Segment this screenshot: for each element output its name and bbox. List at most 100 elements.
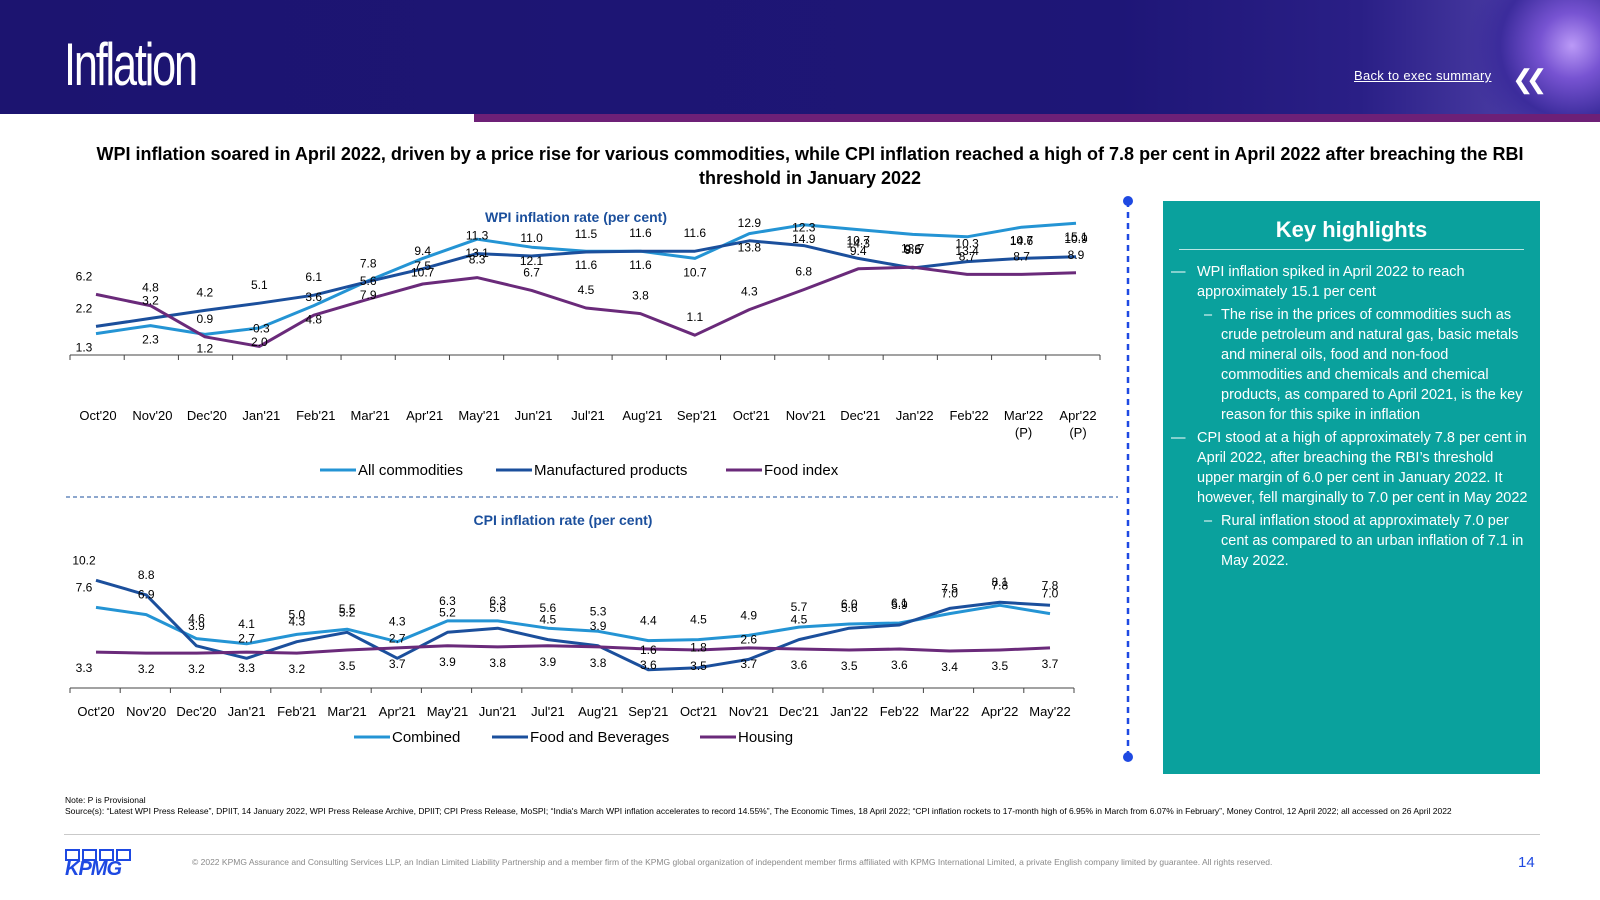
highlight-subtext: Rural inflation stood at approximately 7… [1221,513,1524,569]
data-label: 9.6 [904,242,921,256]
legend-label: Manufactured products [534,462,687,479]
data-label: 6.7 [523,265,540,279]
data-label: 6.1 [305,270,322,284]
data-label: 5.2 [339,605,356,619]
source-note: Note: P is Provisional Source(s): “Lates… [65,795,1525,817]
divider-dot [1123,752,1133,762]
back-to-summary-link[interactable]: Back to exec summary [1354,68,1492,83]
legend-label: Housing [738,729,793,746]
data-label: 3.6 [791,658,808,672]
tick-label: May'22 [1029,704,1071,719]
data-label: 5.6 [489,601,506,615]
tick-label: Feb'22 [880,704,919,719]
data-label: 3.7 [740,657,757,671]
data-label: 7.5 [414,259,431,273]
data-label: 8.1 [991,575,1008,589]
tick-label: Mar'22 [930,704,969,719]
series-line [95,644,1051,655]
data-label: 3.5 [339,659,356,673]
data-label: 7.6 [76,580,93,594]
data-label: 5.5 [339,602,356,616]
highlight-text: CPI stood at a high of approximately 7.8… [1197,430,1528,506]
data-label: 3.7 [1042,657,1059,671]
data-label: 8.7 [959,249,976,263]
data-label: 2.6 [740,632,757,646]
data-label: 4.3 [741,285,758,299]
tick-label: Jan'21 [228,704,266,719]
data-label: 3.8 [590,656,607,670]
highlight-item: — CPI stood at a high of approximately 7.… [1171,430,1528,506]
data-label: 5.3 [590,604,607,618]
tick-label: Jan'22 [896,408,934,423]
data-label: 11.0 [520,231,543,245]
data-label: 7.8 [1042,578,1059,592]
tick-label: Aug'21 [622,408,662,423]
data-label: 8.9 [1068,248,1085,262]
data-label: 11.6 [684,226,707,240]
tick-label: Feb'22 [949,408,988,423]
tick-label: Aug'21 [578,704,618,719]
data-label: 3.5 [991,659,1008,673]
data-label: 2.0 [251,335,268,349]
data-label: 5.7 [791,600,808,614]
data-label: 5.6 [540,601,557,615]
page-number: 14 [1518,854,1535,871]
data-label: 6.3 [439,594,456,608]
data-label: 5.2 [439,605,456,619]
data-label: 3.9 [590,619,607,633]
data-label: 7.8 [991,578,1008,592]
tick-label: Oct'21 [733,408,770,423]
data-label: 14.6 [1010,234,1034,248]
highlights-title: Key highlights [1275,217,1428,242]
data-label: 2.7 [389,631,406,645]
note-provisional: Note: P is Provisional [65,795,146,805]
tick-label: Dec'20 [187,408,227,423]
data-label: 6.1 [891,596,908,610]
data-label: -0.3 [249,321,270,335]
data-label: 3.9 [540,655,557,669]
kpmg-logo: KPMG [65,849,133,879]
tick-label: Jul'21 [571,408,605,423]
data-label: 1.6 [640,643,657,657]
tick-label: Jun'21 [479,704,517,719]
data-label: 4.9 [740,608,757,622]
data-label: 2.2 [76,301,93,315]
data-label: 5.9 [891,598,908,612]
chart-title: CPI inflation rate (per cent) [474,512,653,528]
legend-label: Food and Beverages [530,729,669,746]
key-highlights-panel: Key highlights — WPI inflation spiked in … [1163,201,1540,774]
tick-label: Apr'21 [379,704,416,719]
tick-label: (P) [1015,425,1032,440]
data-label: 10.3 [955,237,979,251]
data-label: 13.7 [901,241,925,255]
data-label: 2.3 [142,333,159,347]
highlight-subitem: – The rise in the prices of commodities s… [1204,307,1523,423]
decorative-orb [1460,0,1600,114]
data-label: 5.0 [288,607,305,621]
highlights-divider [1179,249,1524,250]
data-label: 12.9 [738,216,762,230]
data-label: 1.2 [197,341,214,355]
data-label: 14.3 [847,237,871,251]
data-label: 3.6 [891,658,908,672]
data-label: 4.8 [142,281,159,295]
tick-label: Feb'21 [277,704,316,719]
data-label: 4.2 [197,285,214,299]
data-label: 3.2 [188,662,205,676]
data-label: 3.6 [640,658,657,672]
data-label: 3.9 [439,655,456,669]
tick-label: Feb'21 [296,408,335,423]
tick-label: (P) [1069,425,1086,440]
tick-label: Nov'21 [786,408,826,423]
data-label: 4.5 [690,613,707,627]
data-label: 0.9 [197,312,214,326]
page-title: Inflation [64,31,198,98]
tick-label: Oct'21 [680,704,717,719]
tick-label: May'21 [458,408,500,423]
data-label: 1.1 [687,310,704,324]
data-label: 11.6 [629,258,652,272]
footer-divider [64,834,1540,835]
data-label: 8.8 [138,568,155,582]
data-label: 6.2 [76,269,93,283]
data-label: 12.1 [520,254,544,268]
